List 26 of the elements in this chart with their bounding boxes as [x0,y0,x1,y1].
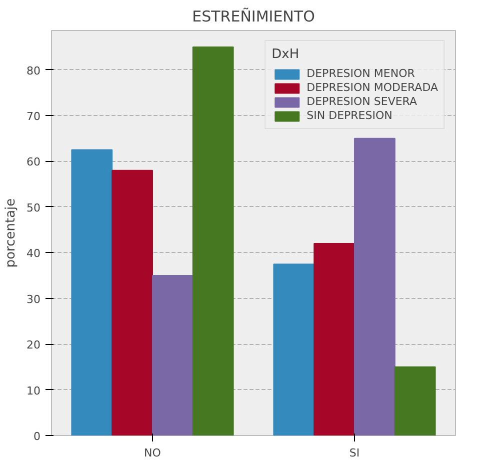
bar [273,264,315,436]
y-tick-label: 70 [26,110,41,124]
bar [192,46,234,436]
y-tick-label: 30 [26,292,41,306]
bar [71,149,113,436]
y-tick-label: 20 [26,338,41,352]
x-tick-label: SI [349,446,360,460]
bar [152,275,194,436]
legend-title: DxH [272,47,300,62]
bar [394,366,436,436]
y-tick-label: 80 [26,64,41,78]
legend-label: DEPRESION MODERADA [306,81,438,94]
x-tick-label: NO [144,446,162,460]
y-tick-label: 10 [26,384,41,398]
bar [112,170,153,436]
bar [354,138,396,436]
legend-label: SIN DEPRESION [306,109,392,122]
y-tick-label: 60 [26,156,41,169]
legend-label: DEPRESION SEVERA [306,95,418,108]
bar [314,243,355,436]
chart-title: ESTREÑIMIENTO [192,8,315,26]
y-axis-title: porcentaje [4,198,19,268]
y-tick-label: 40 [26,247,41,260]
y-tick-label: 50 [26,201,41,214]
legend-label: DEPRESION MENOR [306,67,415,80]
y-tick-label: 0 [34,430,40,443]
